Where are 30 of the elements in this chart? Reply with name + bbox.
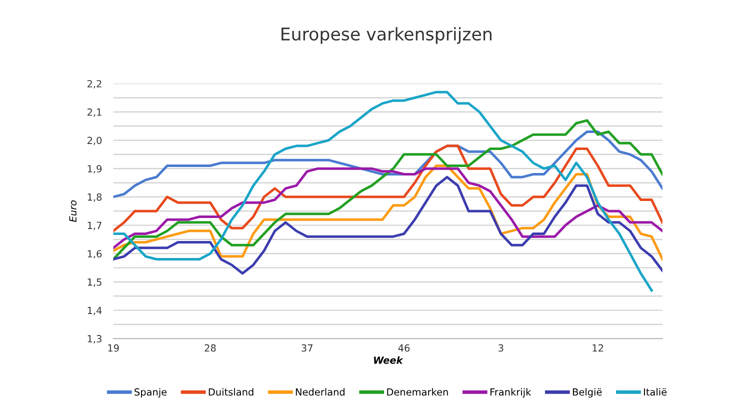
- x-tick-label: 19: [108, 344, 119, 352]
- x-axis-title: Week: [374, 356, 404, 364]
- y-tick-label: 1,5: [88, 278, 102, 287]
- x-tick-label: 3: [498, 344, 504, 352]
- legend-label: Nederland: [296, 388, 344, 396]
- legend-label: Denemarken: [387, 388, 448, 396]
- legend-label: Frankrijk: [490, 388, 532, 398]
- x-tick-label: 12: [592, 344, 604, 352]
- line-series: [113, 90, 653, 292]
- chart-title: Europese varkensprijzen: [282, 27, 492, 44]
- y-tick-label: 2,1: [87, 108, 102, 117]
- y-tick-label: 1,6: [88, 250, 102, 258]
- x-tick-label: 37: [302, 344, 312, 352]
- x-tick-label: 28: [204, 344, 216, 352]
- y-axis-title: Euro: [69, 200, 77, 222]
- line-series: [113, 144, 662, 232]
- y-tick-label: 1,9: [88, 165, 102, 174]
- y-tick-label: 1,3: [88, 335, 102, 344]
- y-tick-label: 1,4: [88, 306, 102, 316]
- legend-label: Duitsland: [208, 388, 254, 396]
- line-series: [113, 119, 662, 261]
- y-tick-label: 2,2: [87, 80, 102, 88]
- legend-label: Italië: [644, 388, 667, 396]
- x-tick-label: 46: [398, 344, 410, 352]
- y-tick-label: 1,8: [88, 193, 102, 202]
- y-tick-label: 2,0: [87, 136, 102, 146]
- line-series: [113, 176, 662, 275]
- legend-label: Spanje: [134, 388, 167, 398]
- y-tick-label: 1,7: [88, 222, 102, 230]
- legend-label: België: [572, 388, 602, 398]
